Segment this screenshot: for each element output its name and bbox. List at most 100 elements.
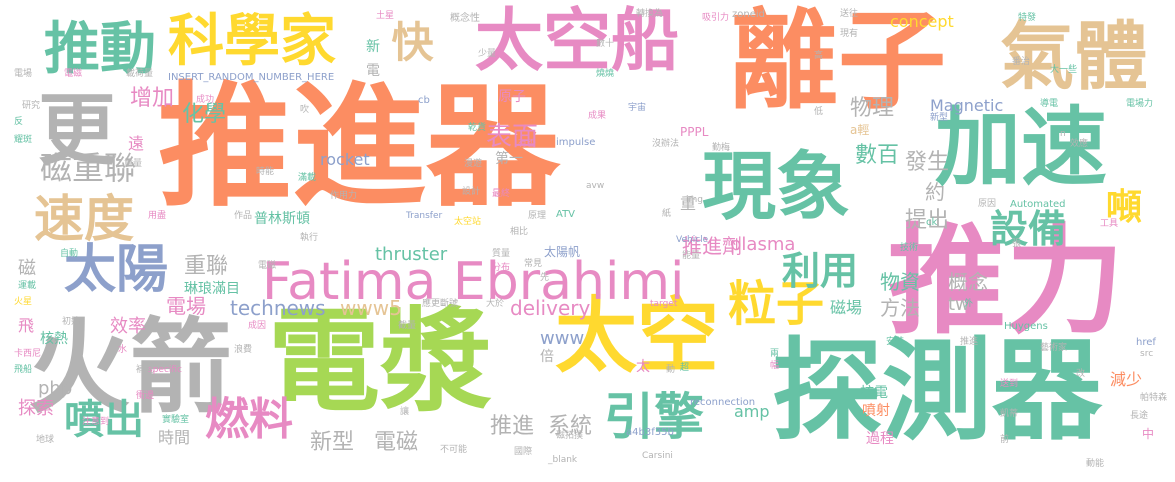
word-ck: ck — [926, 217, 938, 228]
word-change: 改 — [1076, 369, 1086, 379]
word-diligent: 勤梅 — [712, 143, 731, 153]
word-international: 國際 — [514, 447, 533, 457]
word-plasma-en: plasma — [730, 234, 796, 255]
word-send-to: 送到 — [1000, 379, 1019, 389]
word-process: 過程 — [866, 431, 894, 447]
word-small-amount: 少量 — [478, 49, 497, 59]
word-supplement: 補充 — [136, 365, 155, 375]
word-use: 利用 — [782, 249, 859, 293]
word-fly: 飛 — [18, 316, 35, 335]
word-no-way: 沒辦法 — [652, 139, 680, 149]
word-paper: 紙 — [662, 209, 672, 219]
word-surface: 表面 — [486, 122, 539, 152]
word-burning: 燒燒 — [596, 69, 615, 79]
word-automated: Automated — [1010, 199, 1066, 210]
word-new-type-small: 新型 — [930, 113, 949, 123]
word-heavy: 重 — [680, 194, 697, 213]
word-special: 特發 — [1018, 13, 1037, 23]
word-margin: 衝邊 — [136, 391, 155, 401]
word-conceptual: 概念性 — [450, 13, 480, 24]
word-intercept: 截量 — [398, 321, 417, 331]
word-plasma: 電漿 — [268, 297, 492, 427]
word-super: 超 — [680, 363, 690, 373]
word-first: 第一 — [495, 151, 523, 167]
word-increase: 增加 — [130, 86, 175, 111]
word-sun: 太陽 — [64, 240, 169, 300]
word-used-up: 用盡 — [148, 211, 167, 221]
word-transfer: Transfer — [406, 211, 443, 221]
word-execute: 執行 — [300, 233, 319, 243]
word-principle: 原理 — [528, 211, 547, 221]
word-hundreds: 數百 — [855, 143, 900, 168]
word-impossible: 不可能 — [440, 445, 468, 455]
word-explore: 探索 — [18, 398, 54, 419]
word-mass: 質量 — [492, 249, 511, 259]
word-convert-to: 轉換為 — [636, 9, 664, 19]
word-dazzling: 琳琅滿目 — [184, 281, 240, 297]
word-magnet: 磁 — [18, 258, 36, 279]
word-specific: specific — [148, 365, 183, 375]
word-system: 系統 — [548, 414, 593, 439]
word-compared: 相比 — [510, 227, 529, 237]
word-thrust: 推力 — [888, 212, 1125, 350]
word-technology: 技術 — [900, 243, 919, 253]
word-fuel: 燃料 — [205, 394, 293, 445]
word-hash: a4b3f35b — [626, 427, 674, 438]
word-propel: 推動 — [44, 17, 156, 82]
word-efficiency: 效率 — [110, 316, 146, 337]
word-mars: 火星 — [14, 297, 33, 307]
word-move: 動 — [666, 365, 676, 375]
word-weight: 重量 — [124, 159, 143, 169]
word-water: 水 — [118, 345, 128, 355]
word-eject: 噴出 — [64, 397, 144, 443]
word-a-light: a輕 — [850, 123, 870, 137]
word-effect: 效應 — [1070, 139, 1089, 149]
word-install: 安裝 — [886, 337, 905, 347]
word-tools: 工具 — [1100, 219, 1119, 229]
word-send-toward: 送往 — [840, 9, 859, 19]
word-electric: 電 — [366, 63, 380, 79]
word-force: 作用力 — [330, 191, 358, 201]
word-reconnect: 重聯 — [184, 254, 229, 279]
word-phenomenon: 現象 — [702, 144, 850, 230]
word-propulsion-small: 推進 — [960, 337, 979, 347]
word-initial: 初始 — [62, 317, 81, 327]
word-time-energy: 時能 — [256, 167, 275, 177]
word-php: php — [38, 378, 73, 399]
word-payload: 載荷量 — [126, 69, 154, 79]
word-ton: 噸 — [1106, 187, 1143, 228]
word-result: 成果 — [588, 111, 607, 121]
word-fast: 快 — [385, 20, 434, 62]
word-more: 更 — [38, 86, 117, 176]
word-reason: 原因 — [978, 199, 997, 209]
word-artist: 藝術家 — [1040, 343, 1068, 353]
word-propose: 提出 — [905, 208, 950, 233]
word-n: n — [1060, 129, 1066, 139]
word-fatima-ebrahimi: Fatima Ebrahimi — [262, 252, 685, 312]
word-success: 成功 — [196, 95, 215, 105]
word-spacecraft: 太空船 — [475, 2, 680, 81]
word-thruster-device: 推進器 — [158, 69, 561, 225]
word-waste: 浪費 — [234, 345, 253, 355]
word-img: img — [686, 195, 703, 205]
word-carsini: Carsini — [642, 451, 673, 461]
word-src: src — [1140, 349, 1154, 359]
word-work: 作品 — [234, 211, 253, 221]
word-supplies: 物資 — [880, 270, 920, 294]
word-www5: www5 — [340, 296, 402, 320]
word-propellant: 推進劑 — [682, 234, 742, 258]
word-equipment: 設備 — [990, 207, 1067, 251]
word-bigger: 大一些 — [1050, 65, 1078, 75]
word-occur: 發生 — [905, 150, 950, 175]
word-target: target — [650, 299, 678, 309]
word-dry-goods: 乾貨 — [468, 123, 487, 133]
word-electric-field: 電場 — [166, 294, 206, 318]
word-nuclear-heat: 核熱 — [40, 331, 68, 347]
word-spray: 噴射 — [862, 403, 890, 419]
word-design: 設計 — [462, 187, 481, 197]
word-notice: 注意到 — [82, 417, 110, 427]
word-ion: 離子 — [730, 0, 947, 124]
word-atom: 原子 — [498, 89, 526, 105]
word-times: 倍 — [540, 349, 554, 365]
